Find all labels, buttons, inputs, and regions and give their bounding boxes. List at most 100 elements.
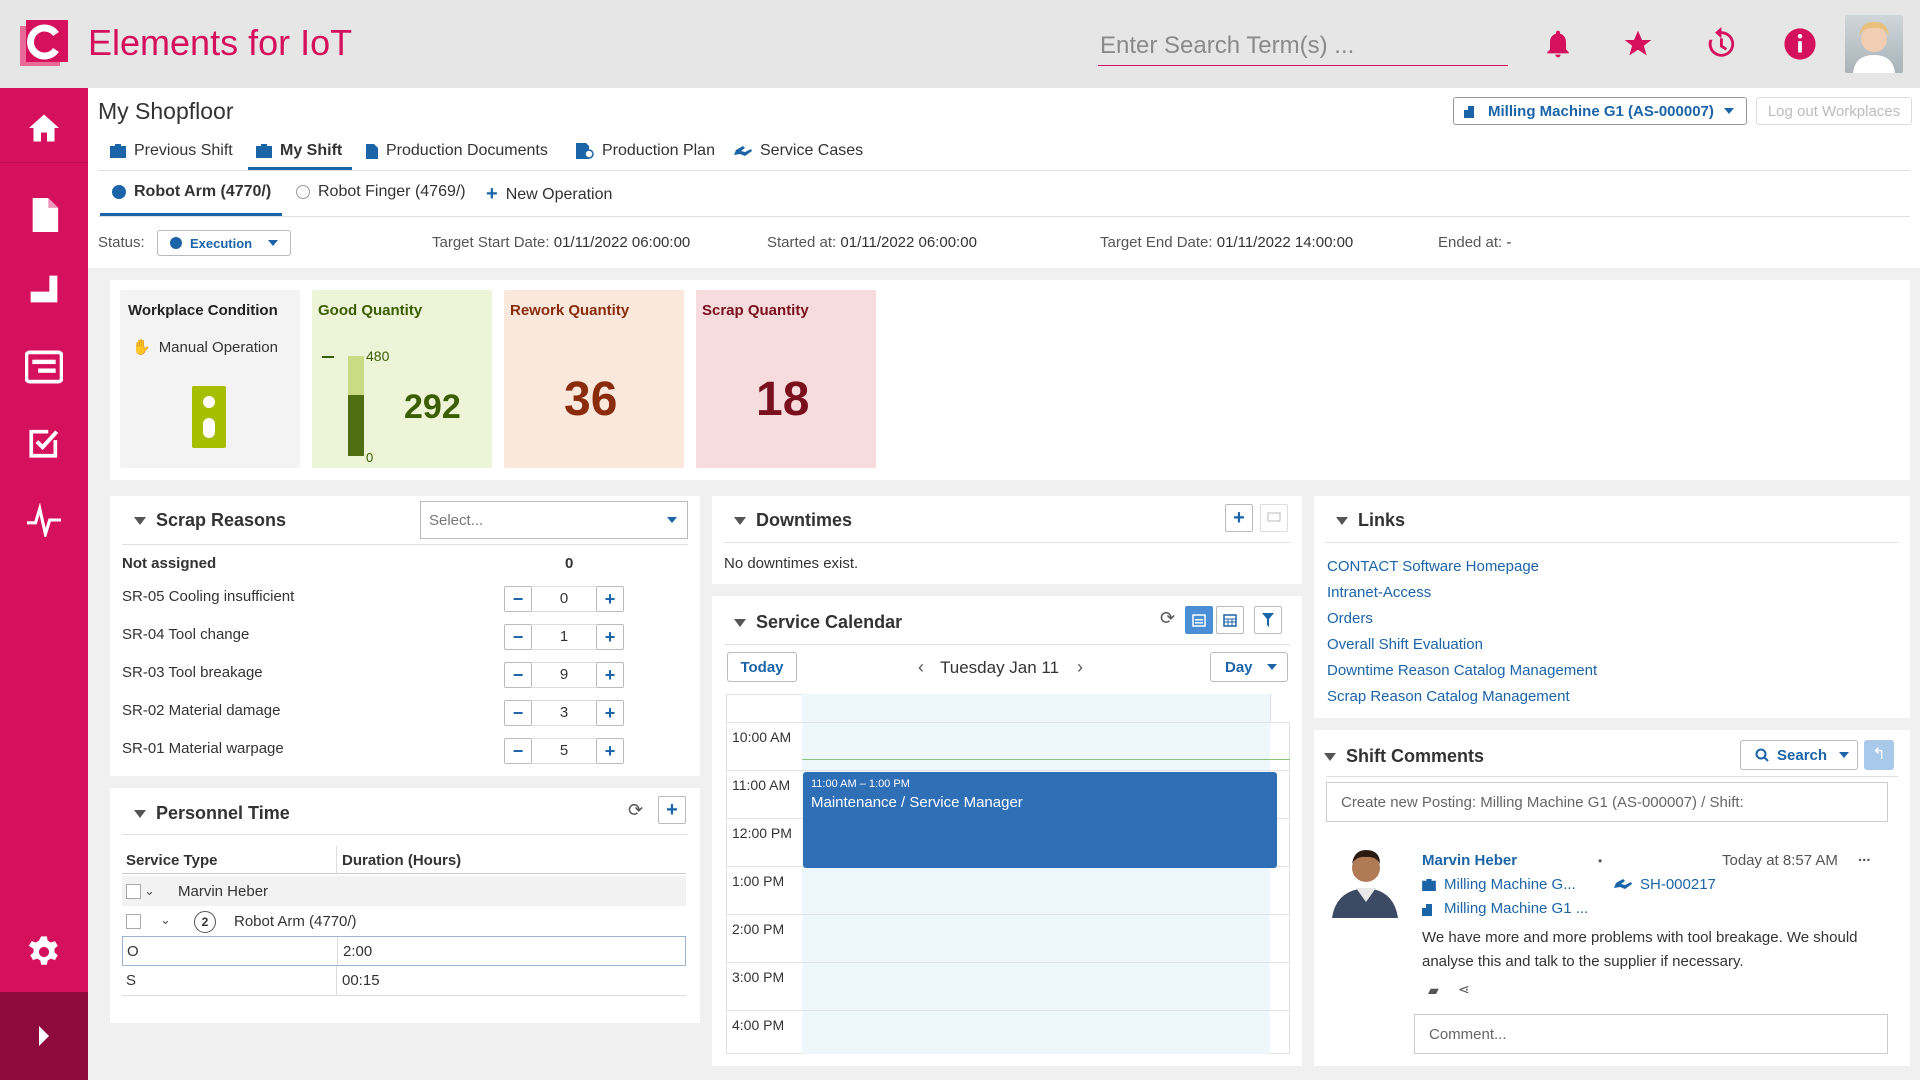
tab-production-plan[interactable]: Production Plan [576, 135, 715, 167]
tab-service-cases[interactable]: Service Cases [734, 135, 863, 167]
view-select[interactable]: Day [1210, 652, 1288, 682]
share-icon[interactable]: ⋖ [1458, 981, 1470, 997]
machine-selector[interactable]: Milling Machine G1 (AS-000007) [1453, 97, 1747, 125]
link-orders[interactable]: Orders [1327, 610, 1373, 627]
hour-label: 10:00 AM [732, 729, 792, 745]
comment-icon[interactable]: ▰ [1428, 982, 1439, 998]
refresh-icon[interactable]: ⟳ [628, 800, 644, 820]
select-placeholder: Select... [429, 511, 484, 529]
add-downtime-button[interactable]: + [1225, 504, 1253, 532]
link-intranet-access[interactable]: Intranet-Access [1327, 584, 1432, 601]
logout-workplaces-button[interactable]: Log out Workplaces [1756, 97, 1912, 125]
table-subgroup-row[interactable]: ⌄ 2 Robot Arm (4770/) [122, 906, 686, 936]
scrap-reason-select[interactable]: Select... [420, 501, 688, 539]
quantity-input[interactable]: 9 [532, 662, 596, 688]
search-input[interactable]: Enter Search Term(s) ... [1098, 28, 1508, 66]
more-options-icon[interactable]: ... [1858, 848, 1871, 865]
decrement-button[interactable]: − [504, 700, 532, 726]
table-row[interactable]: O 2:00 [122, 936, 686, 966]
gear-icon[interactable] [0, 917, 88, 987]
pulse-icon[interactable] [0, 485, 88, 555]
row-checkbox[interactable] [126, 884, 141, 899]
table-row[interactable]: S 00:15 [122, 966, 686, 996]
calendar-day-view-button[interactable] [1185, 606, 1213, 634]
app-logo-icon[interactable] [20, 20, 68, 68]
document-icon[interactable] [0, 180, 88, 250]
increment-button[interactable]: + [596, 624, 624, 650]
post-author[interactable]: Marvin Heber [1422, 852, 1518, 869]
info-icon[interactable] [1780, 24, 1820, 64]
tab-previous-shift[interactable]: Previous Shift [110, 135, 233, 167]
page-title: My Shopfloor [98, 98, 234, 124]
traffic-light-icon [192, 386, 226, 448]
tab-my-shift[interactable]: My Shift [256, 135, 342, 167]
status-dropdown[interactable]: Execution [157, 230, 291, 256]
subtab-robot-finger[interactable]: Robot Finger (4769/) [296, 183, 466, 201]
reply-icon[interactable]: ↰ [1864, 740, 1894, 770]
increment-button[interactable]: + [596, 700, 624, 726]
link-shift-evaluation[interactable]: Overall Shift Evaluation [1327, 636, 1483, 653]
link-scrap-catalog[interactable]: Scrap Reason Catalog Management [1327, 688, 1570, 705]
link-downtime-catalog[interactable]: Downtime Reason Catalog Management [1327, 662, 1598, 679]
quantity-input[interactable]: 3 [532, 700, 596, 726]
previous-day-icon[interactable]: ‹ [918, 657, 924, 677]
good-min: 0 [366, 450, 374, 465]
hour-gridline [726, 770, 1290, 771]
increment-button[interactable]: + [596, 662, 624, 688]
bell-icon[interactable] [1538, 24, 1578, 64]
service-calendar-header[interactable]: Service Calendar [734, 612, 902, 633]
divider [122, 834, 688, 835]
table-group-row[interactable]: ⌄ Marvin Heber [122, 876, 686, 906]
chevron-right-icon[interactable] [0, 992, 88, 1080]
filter-icon[interactable] [1254, 606, 1282, 634]
quantity-input[interactable]: 0 [532, 586, 596, 612]
links-header[interactable]: Links [1336, 510, 1405, 531]
shift-comments-header[interactable]: Shift Comments [1324, 746, 1484, 767]
link-contact-homepage[interactable]: CONTACT Software Homepage [1327, 558, 1540, 575]
post-ref-machine[interactable]: Milling Machine G... [1422, 876, 1576, 893]
quantity-input[interactable]: 1 [532, 624, 596, 650]
post-ref-machine-2[interactable]: Milling Machine G1 ... [1422, 900, 1588, 917]
calendar-day-column[interactable] [802, 694, 1270, 1054]
comment-input[interactable]: Comment... [1414, 1014, 1888, 1054]
decrement-button[interactable]: − [504, 624, 532, 650]
tab-production-documents[interactable]: Production Documents [366, 135, 548, 167]
post-ref-shift[interactable]: SH-000217 [1614, 876, 1716, 893]
new-posting-input[interactable]: Create new Posting: Milling Machine G1 (… [1326, 782, 1888, 822]
new-operation-button[interactable]: + New Operation [486, 183, 612, 206]
star-icon[interactable] [1618, 24, 1658, 64]
home-icon[interactable] [0, 93, 88, 163]
comment-icon[interactable] [1260, 504, 1288, 532]
user-avatar[interactable] [1845, 15, 1903, 73]
increment-button[interactable]: + [596, 586, 624, 612]
next-day-icon[interactable]: › [1077, 657, 1083, 677]
refresh-icon[interactable]: ⟳ [1160, 608, 1176, 628]
chevron-down-icon[interactable]: ⌄ [144, 883, 155, 898]
decrement-button[interactable]: − [504, 738, 532, 764]
subtab-robot-arm[interactable]: Robot Arm (4770/) [112, 183, 271, 201]
shopfloor-icon[interactable] [0, 254, 88, 324]
radio-selected [112, 185, 126, 199]
personnel-time-header[interactable]: Personnel Time [134, 803, 290, 824]
increment-button[interactable]: + [596, 738, 624, 764]
decrement-button[interactable]: − [504, 662, 532, 688]
calendar-event[interactable]: 11:00 AM – 1:00 PM Maintenance / Service… [803, 772, 1277, 868]
history-icon[interactable] [1700, 24, 1740, 64]
decrement-button[interactable]: − [504, 586, 532, 612]
calendar-date: Tuesday Jan 11 [940, 658, 1060, 677]
add-personnel-button[interactable]: + [658, 796, 686, 824]
rework-quantity-value: 36 [564, 373, 618, 426]
scrap-reasons-header[interactable]: Scrap Reasons [134, 510, 286, 531]
task-icon[interactable] [0, 408, 88, 478]
downtimes-header[interactable]: Downtimes [734, 510, 852, 531]
scrap-reason-label: SR-05 Cooling insufficient [122, 588, 295, 605]
comments-search-button[interactable]: Search [1740, 740, 1858, 770]
chevron-down-icon[interactable]: ⌄ [160, 912, 171, 927]
calendar-grid-view-button[interactable] [1216, 606, 1244, 634]
started-label: Started at: [767, 234, 837, 251]
today-button[interactable]: Today [727, 652, 797, 682]
row-checkbox[interactable] [126, 914, 141, 929]
hand-icon: ✋ [132, 339, 151, 356]
board-icon[interactable] [0, 332, 88, 402]
quantity-input[interactable]: 5 [532, 738, 596, 764]
